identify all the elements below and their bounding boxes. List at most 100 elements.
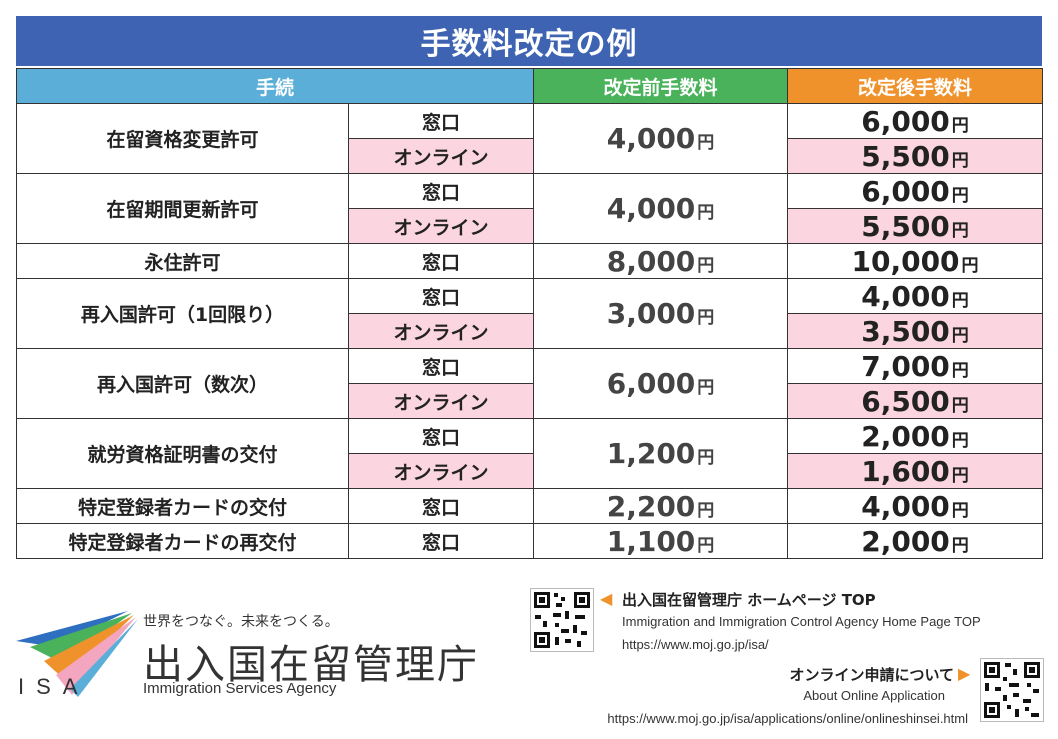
table-row: 就労資格証明書の交付 窓口 1,200 円 2,000 円 xyxy=(16,418,1044,489)
fee-after-value: 7,000 xyxy=(861,349,950,383)
yen-unit: 円 xyxy=(951,500,969,521)
method-online: オンライン xyxy=(347,208,535,244)
method-counter: 窓口 xyxy=(347,488,535,524)
fee-before-cell: 8,000 円 xyxy=(533,243,789,279)
table-row: オンライン 1,600 円 xyxy=(17,453,1044,489)
header-fee-after: 改定後手数料 xyxy=(787,68,1044,104)
procedure-name: 再入国許可（数次） xyxy=(16,348,349,419)
fee-after-cell: 6,500 円 xyxy=(787,383,1044,419)
fee-after-cell: 7,000 円 xyxy=(787,348,1044,384)
fee-after-value: 6,500 xyxy=(861,384,950,418)
yen-unit: 円 xyxy=(951,290,969,311)
method-online: オンライン xyxy=(347,383,535,419)
fee-after-value: 2,000 xyxy=(861,419,950,453)
yen-unit: 円 xyxy=(951,115,969,136)
table-row: 特定登録者カードの再交付 窓口 1,100 円 2,000 円 xyxy=(16,523,1044,559)
fee-after-cell: 2,000 円 xyxy=(787,418,1044,454)
method-online: オンライン xyxy=(347,313,535,349)
fee-before-cell: 6,000 円 xyxy=(533,348,789,419)
fee-before-cell: 4,000 円 xyxy=(533,103,789,174)
fee-before-cell: 3,000 円 xyxy=(533,278,789,349)
table-row: オンライン 5,500 円 xyxy=(17,208,1044,244)
procedure-name: 特定登録者カードの再交付 xyxy=(16,523,349,559)
yen-unit: 円 xyxy=(697,308,715,328)
agency-name-en: Immigration Services Agency xyxy=(143,680,337,697)
online-application-title[interactable]: オンライン申請について xyxy=(789,666,954,684)
fee-after-value: 2,000 xyxy=(861,524,950,558)
homepage-link-url[interactable]: https://www.moj.go.jp/isa/ xyxy=(622,637,769,652)
fee-after-cell: 4,000 円 xyxy=(787,488,1044,524)
table-row: オンライン 5,500 円 xyxy=(17,138,1044,174)
fee-after-cell: 10,000 円 xyxy=(787,243,1044,279)
method-counter: 窓口 xyxy=(347,173,535,209)
fee-after-value: 10,000 xyxy=(851,244,960,278)
procedure-name: 在留資格変更許可 xyxy=(16,103,349,174)
online-application-en: About Online Application xyxy=(803,688,945,703)
yen-unit: 円 xyxy=(697,500,715,521)
yen-unit: 円 xyxy=(951,150,969,171)
online-application-url[interactable]: https://www.moj.go.jp/isa/applications/o… xyxy=(607,711,968,726)
fee-before-value: 1,200 xyxy=(606,437,696,470)
homepage-link-en: Immigration and Immigration Control Agen… xyxy=(622,614,981,629)
table-row: 再入国許可（数次） 窓口 6,000 円 7,000 円 xyxy=(16,348,1044,419)
fee-before-cell: 2,200 円 xyxy=(533,488,789,524)
table-row: 在留資格変更許可 窓口 4,000 円 6,000 円 xyxy=(16,103,1044,174)
fee-after-cell: 1,600 円 xyxy=(787,453,1044,489)
yen-unit: 円 xyxy=(951,395,969,416)
fee-before-value: 6,000 xyxy=(606,367,696,400)
homepage-qr-code[interactable] xyxy=(530,588,594,652)
fee-after-value: 5,500 xyxy=(861,139,950,173)
homepage-link-title[interactable]: 出入国在留管理庁 ホームページ TOP xyxy=(622,591,876,609)
fee-after-cell: 6,000 円 xyxy=(787,173,1044,209)
online-application-qr-code[interactable] xyxy=(980,658,1044,722)
yen-unit: 円 xyxy=(951,360,969,381)
yen-unit: 円 xyxy=(951,430,969,451)
fee-table: 手続 改定前手数料 改定後手数料 在留資格変更許可 窓口 4,000 円 6,000 円オ… xyxy=(15,68,1044,559)
fee-after-value: 4,000 xyxy=(861,279,950,313)
page-title: 手数料改定の例 xyxy=(16,16,1042,66)
yen-unit: 円 xyxy=(951,185,969,206)
yen-unit: 円 xyxy=(697,203,715,223)
yen-unit: 円 xyxy=(951,465,969,486)
method-online: オンライン xyxy=(347,138,535,174)
yen-unit: 円 xyxy=(697,535,715,556)
fee-before-value: 4,000 xyxy=(606,192,696,225)
fee-after-cell: 6,000 円 xyxy=(787,103,1044,139)
table-row: 永住許可 窓口 8,000 円 10,000 円 xyxy=(16,243,1044,279)
fee-after-cell: 4,000 円 xyxy=(787,278,1044,314)
yen-unit: 円 xyxy=(951,535,969,556)
isa-abbreviation: ISA xyxy=(18,674,90,699)
fee-before-cell: 1,100 円 xyxy=(533,523,789,559)
fee-before-value: 8,000 xyxy=(606,244,696,278)
yen-unit: 円 xyxy=(697,378,715,398)
agency-name-jp: 出入国在留管理庁 xyxy=(143,642,479,688)
procedure-name: 再入国許可（1回限り） xyxy=(16,278,349,349)
yen-unit: 円 xyxy=(697,133,715,153)
yen-unit: 円 xyxy=(697,255,715,276)
table-row: 在留期間更新許可 窓口 4,000 円 6,000 円 xyxy=(16,173,1044,244)
fee-after-value: 6,000 xyxy=(861,174,950,208)
table-row: オンライン 6,500 円 xyxy=(17,383,1044,419)
fee-after-value: 4,000 xyxy=(861,489,950,523)
fee-before-value: 2,200 xyxy=(606,489,696,523)
header-fee-before: 改定前手数料 xyxy=(533,68,789,104)
fee-after-cell: 5,500 円 xyxy=(787,208,1044,244)
fee-before-value: 4,000 xyxy=(606,122,696,155)
procedure-name: 在留期間更新許可 xyxy=(16,173,349,244)
method-counter: 窓口 xyxy=(347,348,535,384)
yen-unit: 円 xyxy=(951,325,969,346)
fee-after-cell: 2,000 円 xyxy=(787,523,1044,559)
fee-after-value: 3,500 xyxy=(861,314,950,348)
method-counter: 窓口 xyxy=(347,418,535,454)
triangle-right-icon: ▶ xyxy=(958,664,971,683)
fee-after-value: 5,500 xyxy=(861,209,950,243)
method-online: オンライン xyxy=(347,453,535,489)
procedure-name: 特定登録者カードの交付 xyxy=(16,488,349,524)
method-counter: 窓口 xyxy=(347,278,535,314)
fee-table-body: 在留資格変更許可 窓口 4,000 円 6,000 円オンライン 5,500 円在留期間更新許… xyxy=(16,103,1044,559)
fee-after-cell: 5,500 円 xyxy=(787,138,1044,174)
method-counter: 窓口 xyxy=(347,103,535,139)
procedure-name: 永住許可 xyxy=(16,243,349,279)
triangle-left-icon: ◀ xyxy=(600,589,613,608)
fee-before-value: 3,000 xyxy=(606,297,696,330)
